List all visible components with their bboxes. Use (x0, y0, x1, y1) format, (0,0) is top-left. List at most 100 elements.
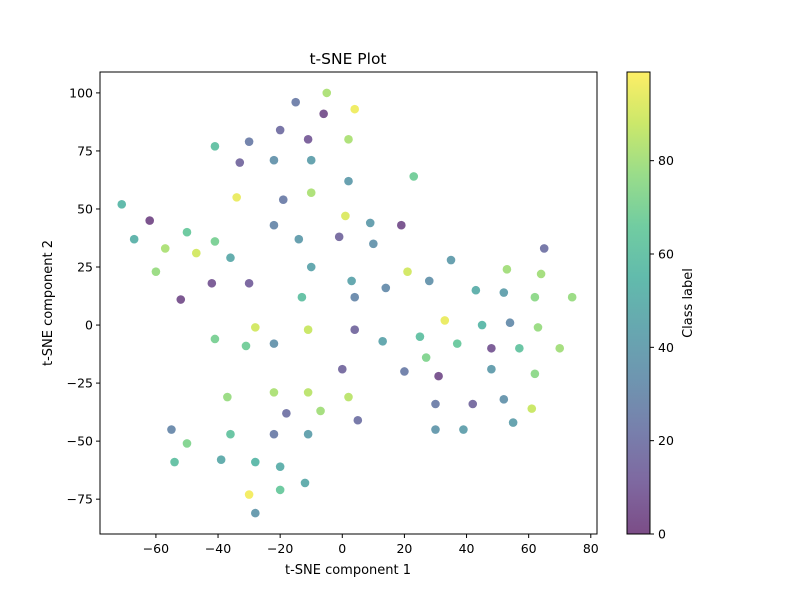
scatter-point (151, 267, 161, 276)
colorbar-gradient (627, 72, 650, 534)
scatter-point (344, 176, 353, 186)
scatter-point (403, 267, 412, 276)
scatter-point (369, 239, 378, 249)
scatter-point (226, 429, 235, 439)
scatter-point (530, 369, 540, 379)
scatter-point (344, 135, 353, 144)
x-tick-label: 80 (583, 541, 599, 556)
x-axis: −60 −40 −20 0 20 40 60 80 (143, 534, 599, 556)
scatter-point (499, 288, 509, 297)
scatter-point (145, 216, 154, 225)
scatter-point (244, 490, 254, 499)
scatter-point (232, 193, 241, 202)
y-axis: −75 −50 −25 0 25 50 75 100 (67, 85, 100, 507)
y-tick-label: −50 (67, 434, 93, 449)
scatter-point (400, 367, 409, 376)
colorbar-frame (626, 71, 651, 535)
scatter-point (282, 408, 291, 418)
plot-frame (99, 71, 598, 535)
scatter-point (499, 395, 509, 404)
colorbar-label: Class label (681, 268, 696, 338)
scatter-point (536, 269, 546, 279)
scatter-point (226, 253, 235, 263)
scatter-point (294, 234, 304, 244)
scatter-point (251, 323, 260, 332)
scatter-point (291, 97, 300, 107)
y-axis-label: t-SNE component 2 (41, 240, 56, 366)
scatter-point (350, 104, 360, 114)
scatter-point (251, 508, 260, 518)
scatter-point (409, 172, 419, 181)
scatter-point (452, 339, 462, 348)
colorbar-tick-label: 20 (658, 433, 674, 448)
scatter-point (508, 418, 518, 427)
colorbar-tick-label: 0 (658, 527, 666, 542)
x-tick-label: −40 (205, 541, 231, 556)
y-tick-label: −25 (67, 376, 93, 391)
scatter-point (502, 265, 512, 274)
scatter-point (316, 406, 325, 416)
scatter-point (431, 425, 440, 434)
x-tick-label: −20 (267, 541, 293, 556)
scatter-point (350, 325, 360, 334)
y-tick-label: 75 (77, 143, 93, 158)
scatter-point (300, 478, 310, 488)
scatter-point (344, 392, 353, 402)
scatter-point (297, 292, 307, 302)
scatter-point (269, 388, 279, 397)
colorbar-tick-label: 40 (658, 340, 674, 355)
scatter-point (530, 292, 540, 302)
scatter-point (431, 399, 440, 409)
colorbar-tick-label: 80 (658, 153, 674, 168)
chart-title: t-SNE Plot (309, 50, 386, 68)
scatter-point (322, 88, 332, 98)
scatter-point (182, 227, 192, 237)
scatter-points (117, 88, 577, 518)
scatter-point (527, 404, 537, 413)
scatter-point (170, 457, 179, 467)
scatter-point (533, 323, 543, 332)
scatter-point (347, 276, 356, 286)
scatter-point (303, 388, 313, 397)
scatter-point (487, 364, 496, 374)
scatter-point (269, 339, 279, 348)
scatter-point (129, 234, 139, 244)
scatter-point (303, 325, 313, 334)
scatter-point (378, 337, 387, 346)
scatter-point (306, 188, 316, 198)
scatter-point (381, 283, 391, 293)
scatter-point (303, 135, 313, 144)
scatter-point (176, 295, 186, 304)
scatter-point (210, 141, 220, 151)
scatter-point (341, 211, 350, 221)
y-tick-label: 0 (85, 318, 93, 333)
scatter-point (251, 457, 260, 467)
y-tick-label: 50 (77, 201, 93, 216)
scatter-point (487, 343, 496, 353)
scatter-point (167, 425, 176, 434)
scatter-point (223, 392, 232, 402)
colorbar: 0 20 40 60 80 (626, 71, 674, 542)
y-tick-label: 25 (77, 260, 93, 275)
scatter-point (555, 343, 565, 353)
scatter-point (424, 276, 434, 286)
x-axis-label: t-SNE component 1 (285, 563, 411, 578)
y-tick-label: −75 (67, 492, 93, 507)
scatter-point (397, 220, 406, 230)
scatter-point (334, 232, 344, 242)
scatter-point (468, 399, 478, 409)
scatter-point (567, 292, 577, 302)
scatter-point (539, 244, 549, 253)
scatter-point (306, 155, 316, 165)
scatter-point (278, 195, 288, 204)
scatter-point (415, 332, 425, 341)
scatter-point (306, 262, 316, 272)
scatter-point (446, 255, 456, 265)
scatter-point (319, 109, 328, 119)
scatter-point (235, 158, 245, 167)
scatter-point (216, 455, 226, 465)
scatter-point (244, 278, 254, 288)
scatter-point (434, 371, 443, 381)
